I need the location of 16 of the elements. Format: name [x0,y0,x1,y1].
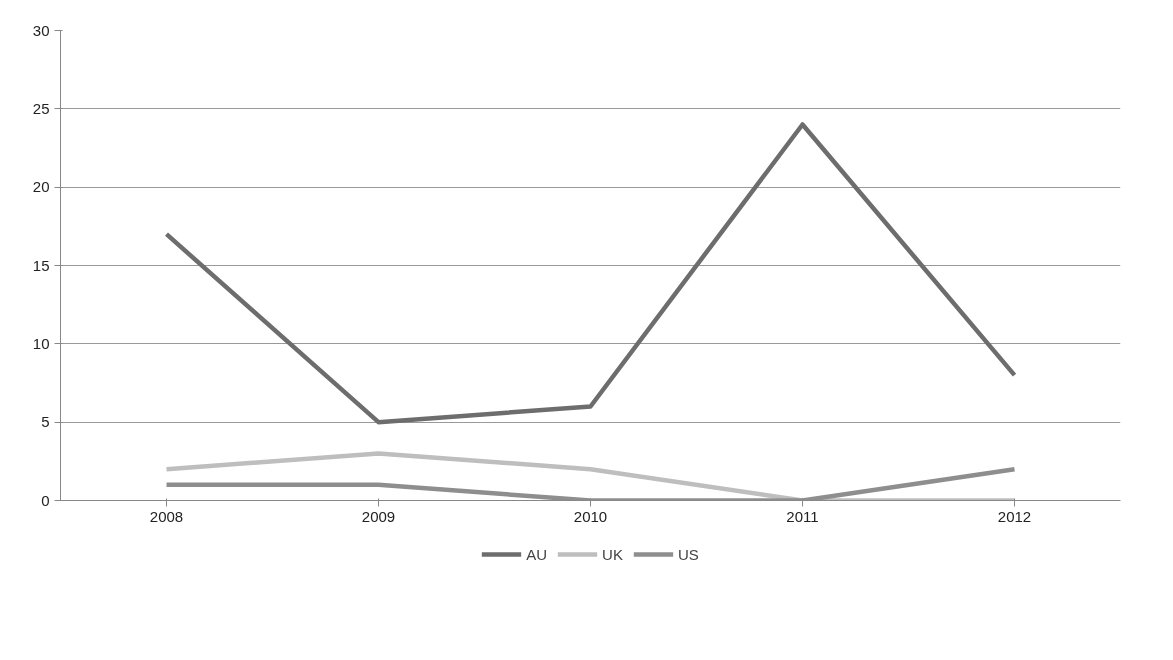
y-tick-label: 10 [32,334,50,352]
y-tick-label: 30 [32,21,50,39]
legend-label: AU [526,545,548,563]
x-tick-label: 2008 [149,507,184,525]
legend-label: UK [602,545,623,563]
y-tick-label: 5 [41,413,50,431]
y-tick-label: 15 [32,256,50,274]
legend-label: US [677,545,699,563]
line-series [164,122,1017,425]
x-tick-label: 2010 [573,507,608,525]
x-tick-label: 2011 [786,507,819,525]
x-tick-label: 2009 [361,507,396,525]
x-tick-label: 2012 [997,507,1032,525]
y-tick-label: 25 [32,99,50,117]
y-tick-label: 20 [32,178,50,196]
y-tick-label: 0 [41,491,50,509]
